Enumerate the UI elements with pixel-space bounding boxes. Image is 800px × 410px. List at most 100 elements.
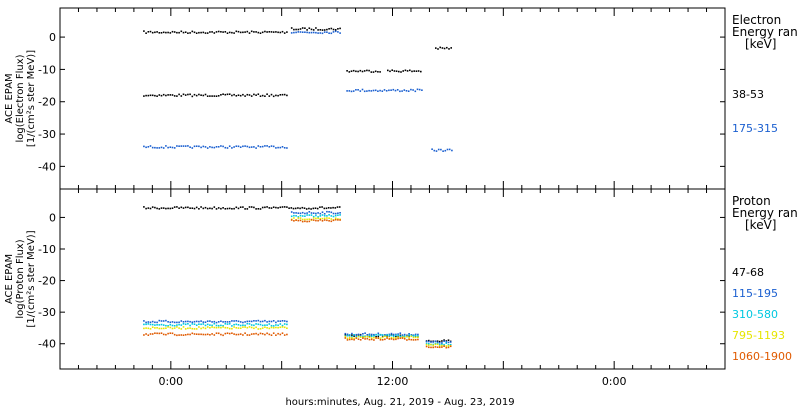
x-tick-label: 0:00 — [158, 375, 183, 388]
data-point — [268, 323, 271, 325]
data-point — [323, 217, 326, 220]
data-point — [154, 146, 156, 149]
data-point — [414, 90, 417, 93]
data-point — [158, 319, 161, 322]
data-point — [162, 324, 165, 326]
data-point — [244, 326, 246, 328]
data-point — [277, 332, 279, 335]
data-point — [222, 326, 224, 328]
data-point — [295, 28, 297, 31]
data-point — [310, 31, 313, 34]
data-point — [235, 327, 238, 329]
data-point — [303, 207, 306, 209]
data-point — [332, 212, 335, 215]
data-point — [209, 207, 211, 210]
data-point — [277, 207, 279, 209]
data-point — [330, 220, 333, 223]
data-point — [149, 145, 152, 147]
data-point — [395, 338, 397, 341]
data-point — [362, 336, 364, 339]
data-point — [384, 338, 386, 341]
data-point — [375, 337, 377, 339]
data-point — [200, 333, 202, 336]
data-point — [193, 31, 196, 34]
data-point — [202, 31, 205, 34]
data-point — [355, 333, 358, 336]
data-point — [321, 211, 324, 213]
data-point — [399, 334, 402, 337]
y-tick-label: -20 — [38, 275, 56, 288]
data-point — [328, 211, 330, 213]
data-point — [149, 333, 152, 335]
data-point — [326, 215, 328, 217]
data-point — [290, 219, 293, 221]
data-point — [344, 332, 347, 335]
data-point — [220, 31, 222, 33]
data-point — [178, 327, 180, 329]
data-point — [248, 323, 251, 325]
data-point — [410, 334, 413, 337]
data-point — [193, 93, 196, 96]
data-point — [432, 343, 434, 346]
data-point — [368, 334, 371, 337]
data-point — [147, 94, 150, 97]
data-point — [261, 94, 264, 97]
data-point — [149, 94, 152, 97]
data-point — [381, 336, 384, 339]
data-point — [235, 333, 238, 336]
data-point — [295, 219, 297, 221]
data-point — [209, 320, 211, 322]
legend-title-line: Energy ran — [732, 25, 798, 39]
data-point — [213, 206, 216, 208]
data-point — [242, 334, 244, 336]
data-point — [432, 344, 434, 347]
data-point — [165, 31, 167, 34]
data-point — [191, 95, 194, 98]
plot-frame — [59, 7, 726, 190]
data-point — [195, 324, 198, 326]
data-point — [266, 93, 268, 95]
data-point — [228, 327, 231, 330]
data-point — [400, 71, 402, 73]
data-point — [202, 333, 205, 336]
data-point — [281, 324, 284, 327]
data-point — [395, 333, 397, 336]
data-point — [436, 341, 439, 344]
data-point — [312, 219, 315, 221]
data-point — [156, 327, 158, 329]
data-point — [228, 93, 231, 95]
data-point — [417, 335, 419, 337]
data-point — [281, 146, 284, 148]
data-point — [366, 69, 368, 72]
data-point — [370, 338, 373, 341]
data-point — [211, 321, 213, 323]
data-point — [255, 31, 257, 33]
data-point — [304, 212, 306, 215]
data-point — [304, 215, 306, 217]
data-point — [217, 95, 220, 97]
data-point — [428, 340, 430, 343]
data-point — [173, 327, 176, 329]
data-point — [323, 215, 326, 217]
data-point — [206, 207, 209, 210]
data-point — [308, 218, 311, 220]
data-point — [290, 27, 293, 29]
data-point — [264, 319, 266, 322]
data-point — [283, 320, 286, 322]
data-point — [368, 336, 371, 338]
data-point — [334, 207, 337, 209]
data-point — [239, 324, 242, 327]
data-point — [327, 207, 330, 209]
data-point — [160, 327, 163, 330]
data-point — [213, 32, 216, 34]
data-point — [250, 324, 253, 326]
data-point — [366, 337, 369, 340]
data-point — [288, 207, 290, 209]
data-point — [403, 336, 406, 339]
data-point — [359, 90, 362, 92]
data-point — [162, 320, 165, 322]
data-point — [226, 93, 229, 96]
legend-title-line: [keV] — [745, 218, 776, 232]
data-point — [191, 332, 194, 335]
data-point — [379, 89, 381, 92]
